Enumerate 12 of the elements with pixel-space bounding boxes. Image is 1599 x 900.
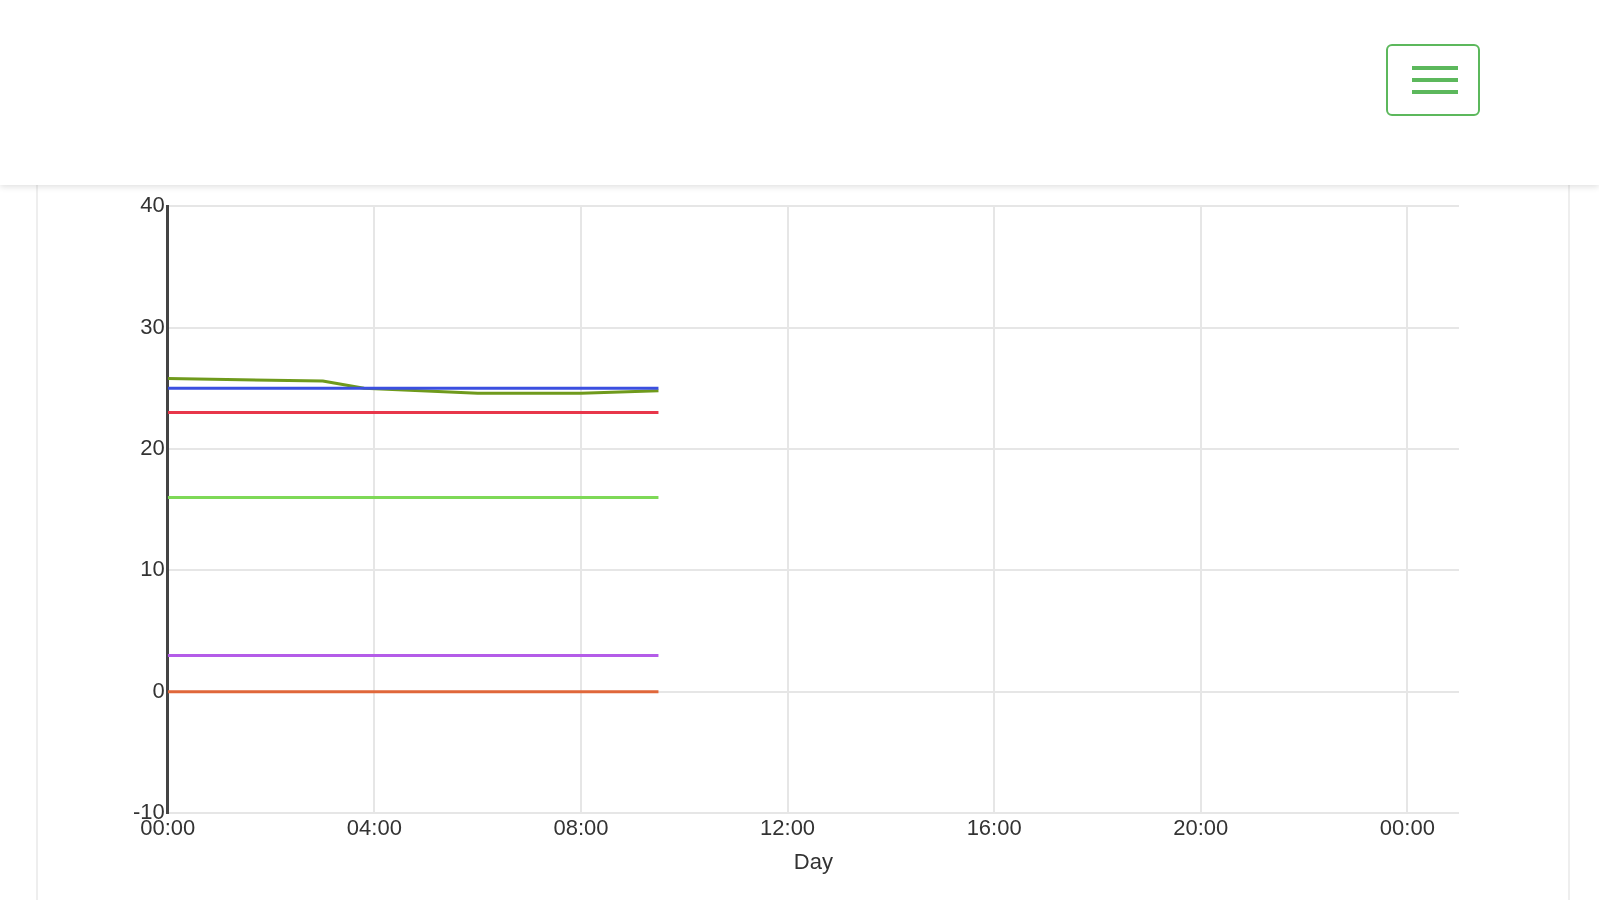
y-tick-label: 40 xyxy=(140,192,165,218)
x-tick-label: 04:00 xyxy=(346,815,402,841)
x-tick-label: 12:00 xyxy=(760,815,816,841)
x-tick-label: 08:00 xyxy=(553,815,609,841)
x-tick-label: 16:00 xyxy=(966,815,1022,841)
x-tick-label: 20:00 xyxy=(1173,815,1229,841)
y-tick-label: 30 xyxy=(140,313,165,339)
y-tick-label: 20 xyxy=(140,435,165,461)
y-tick-label: 0 xyxy=(152,677,165,703)
y-tick-label: 10 xyxy=(140,556,165,582)
x-axis-title: Day xyxy=(793,848,833,874)
x-tick-label: 00:00 xyxy=(1379,815,1435,841)
